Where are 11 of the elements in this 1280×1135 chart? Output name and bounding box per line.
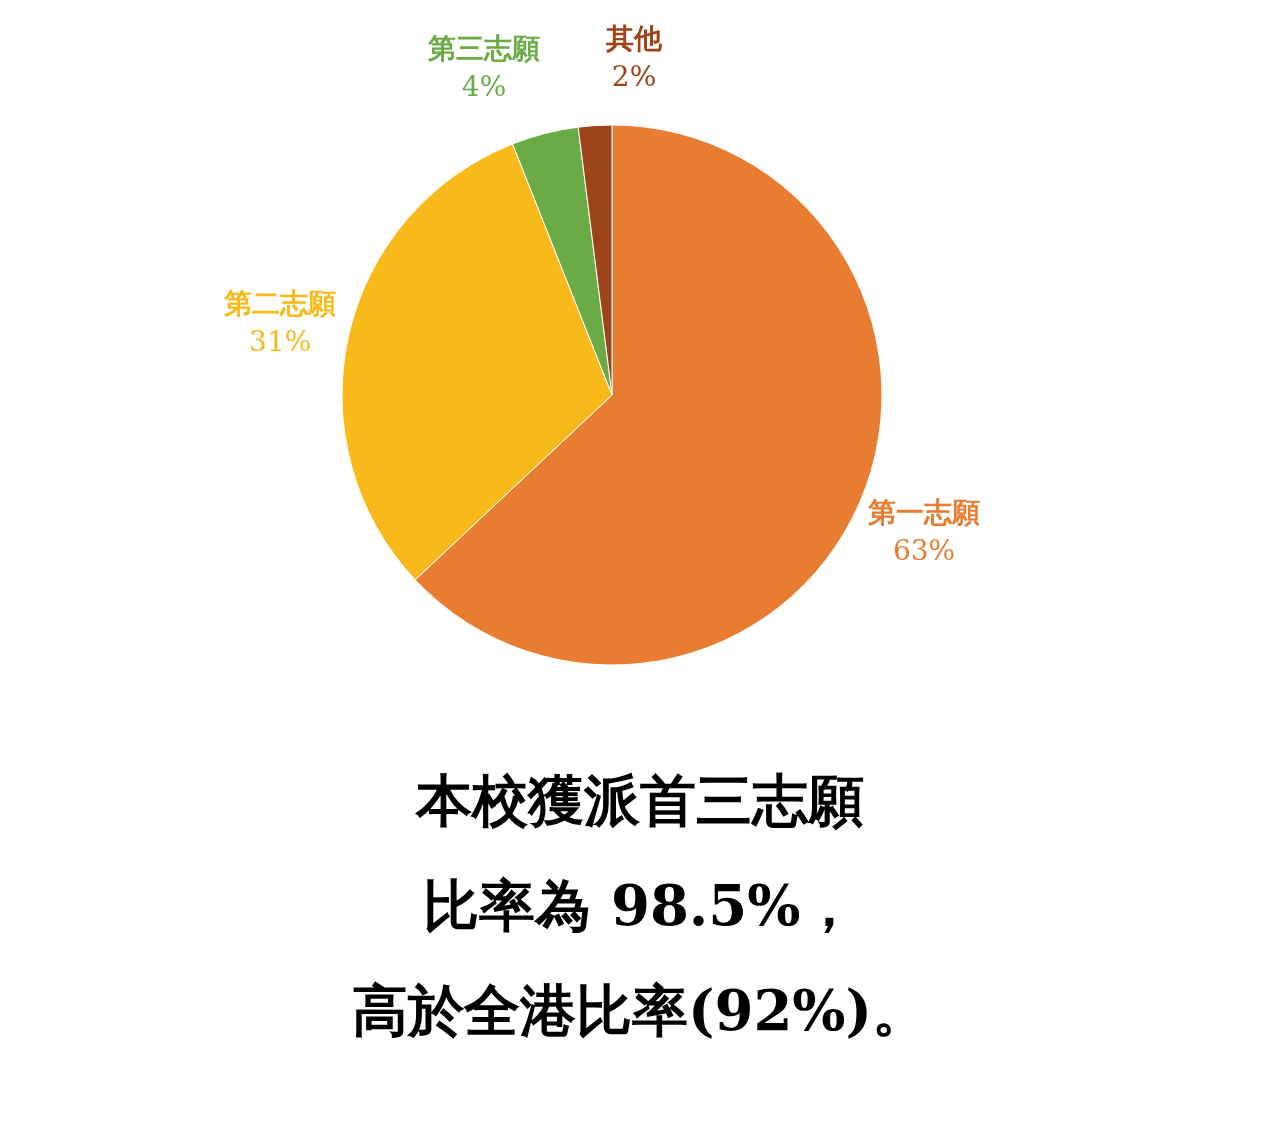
data-label: 4% (461, 69, 507, 103)
data-label: 31% (249, 324, 312, 358)
text: 高於全港比率(92%)。 (351, 977, 929, 1043)
text: 本校獲派首三志願 (414, 767, 864, 833)
slice-label: 第一志願 (867, 496, 981, 530)
slice-label: 其他 (605, 21, 664, 55)
data-label: 63% (892, 534, 956, 568)
slice-label: 第二志願 (223, 286, 337, 320)
text: 比率為 98.5%， (423, 872, 857, 938)
data-label: 2% (611, 59, 657, 93)
slice-label: 第三志願 (427, 31, 541, 65)
